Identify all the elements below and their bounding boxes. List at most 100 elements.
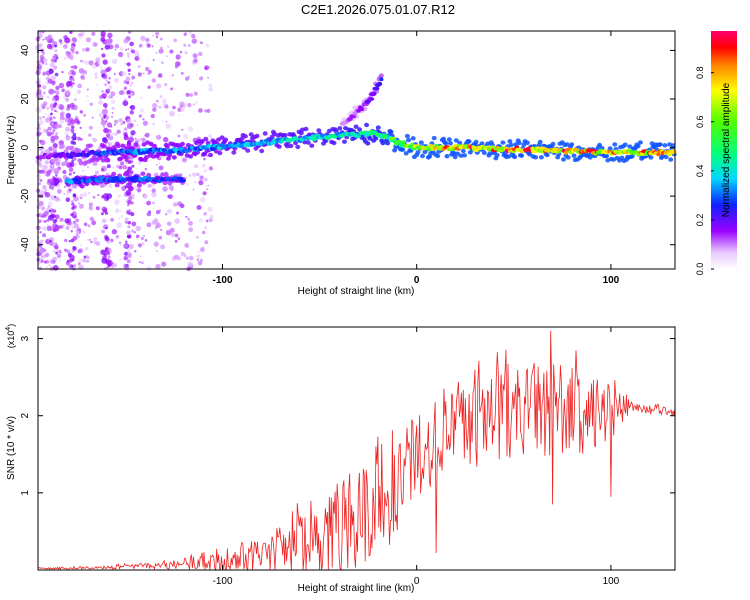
spectrogram-noise-cell [65,197,71,202]
spectrogram-noise-cell [46,132,48,135]
spectrogram-noise-cell [108,95,112,99]
spectrogram-noise-cell [159,95,163,99]
spectrogram-noise-cell [91,220,97,226]
spectrogram-noise-cell [160,228,163,231]
spectrogram-cell [372,86,380,91]
spectrogram-noise-cell [146,43,151,48]
spectrogram-noise-cell [68,188,72,192]
spectrogram-cell [622,142,628,147]
spectrogram-noise-cell [188,227,194,233]
spectrogram-noise-cell [69,254,75,261]
spectrogram-noise-cell [186,256,189,260]
spectrogram-noise-cell [183,43,187,47]
spectrogram-noise-cell [174,233,179,238]
spectrogram-noise-cell [61,224,65,228]
spectrogram-noise-cell [123,256,128,261]
spectrogram-cell [448,141,453,146]
spectrogram-noise-cell [75,230,80,234]
spectrogram-noise-cell [120,161,125,166]
spectrogram-noise-cell [192,188,195,191]
spectrogram-noise-cell [77,202,80,205]
spectrogram-noise-cell [126,210,131,215]
spectrogram-noise-cell [39,33,43,38]
spectrogram-noise-cell [40,226,43,230]
spectrogram-noise-cell [52,128,56,132]
spectrogram-noise-cell [168,140,170,142]
spectrogram-cell [379,77,384,82]
spectrogram-noise-cell [82,48,86,52]
spectrogram-noise-cell [46,95,50,99]
spectrogram-cell [49,164,55,169]
spectrogram-cell [171,155,177,160]
spectrogram-noise-cell [158,105,162,109]
spectrogram-noise-cell [125,240,128,243]
spectrogram-noise-cell [115,208,120,213]
spectrogram-noise-cell [161,61,164,65]
spectrogram-cell [239,136,245,141]
spectrogram-noise-cell [187,218,190,221]
spectrogram-noise-cell [131,82,134,84]
spectrogram-noise-cell [162,101,167,106]
spectrogram-noise-cell [112,132,116,136]
spectrogram-noise-cell [152,59,155,62]
spectrogram-noise-cell [123,135,129,141]
spectrogram-noise-cell [127,204,130,207]
spectrogram-noise-cell [131,76,135,80]
spectrogram-cell [342,139,347,144]
spectrogram-noise-cell [41,62,45,65]
spectrogram-noise-cell [107,84,113,90]
spectrogram-noise-cell [86,256,90,260]
spectrogram-noise-cell [70,87,73,89]
spectrogram-noise-cell [87,224,91,228]
spectrogram-noise-cell [36,89,42,95]
spectrogram-cell [392,148,398,153]
spectrogram-noise-cell [99,183,105,188]
spectrogram-noise-cell [88,192,91,195]
spectrogram-cell [662,143,668,148]
spectrogram-noise-cell [51,123,57,129]
spectrogram-noise-cell [52,175,55,179]
spectrogram-noise-cell [162,186,168,192]
spectrogram-noise-cell [158,235,163,240]
spectrogram-noise-cell [52,143,58,149]
spectrogram-noise-cell [126,248,131,253]
spectrogram-noise-cell [75,50,79,55]
spectrogram-noise-cell [55,132,58,135]
spectrogram-cell [648,155,654,160]
spectrogram-noise-cell [95,206,100,211]
spectrogram-noise-cell [102,125,106,129]
spectrogram-noise-cell [189,255,194,261]
spectrogram-noise-cell [79,110,84,114]
spectrogram-noise-cell [70,213,74,217]
spectrogram-noise-cell [155,249,158,253]
spectrogram-noise-cell [138,261,141,264]
spectrogram-cell [365,141,371,146]
snr-multiplier-exp: 4 [5,327,12,331]
spectrogram-noise-cell [124,185,128,189]
spectrogram-noise-cell [67,122,72,126]
spectrogram-noise-cell [39,54,45,60]
spectrogram-noise-cell [60,111,65,116]
spectrogram-noise-cell [86,88,89,91]
spectrogram-noise-cell [161,119,164,122]
spectrogram-cell [385,141,391,146]
spectrogram-noise-cell [43,172,47,176]
spectrogram-noise-cell [104,44,111,50]
spectrogram-noise-cell [179,50,183,54]
spectrogram-noise-cell [118,165,123,170]
spectrogram-noise-cell [185,76,190,81]
spectrogram-noise-cell [40,259,44,263]
snr-panel: -100 0 100 1 2 3 Height of straight line (km)… [5,324,676,594]
spectrogram-noise-cell [95,57,101,63]
spectrogram-noise-cell [201,230,206,235]
spectrogram-noise-cell [206,108,211,113]
spectrogram-noise-cell [66,259,70,263]
spectrogram-noise-cell [90,240,93,244]
spectrogram-noise-cell [88,125,93,130]
spectrogram-noise-cell [203,226,208,230]
spectrogram-noise-cell [46,131,52,137]
spectrogram-noise-cell [48,239,52,243]
spectrogram-cell [305,140,311,145]
spectrogram-noise-cell [52,104,57,108]
spectrogram-noise-cell [89,102,94,107]
